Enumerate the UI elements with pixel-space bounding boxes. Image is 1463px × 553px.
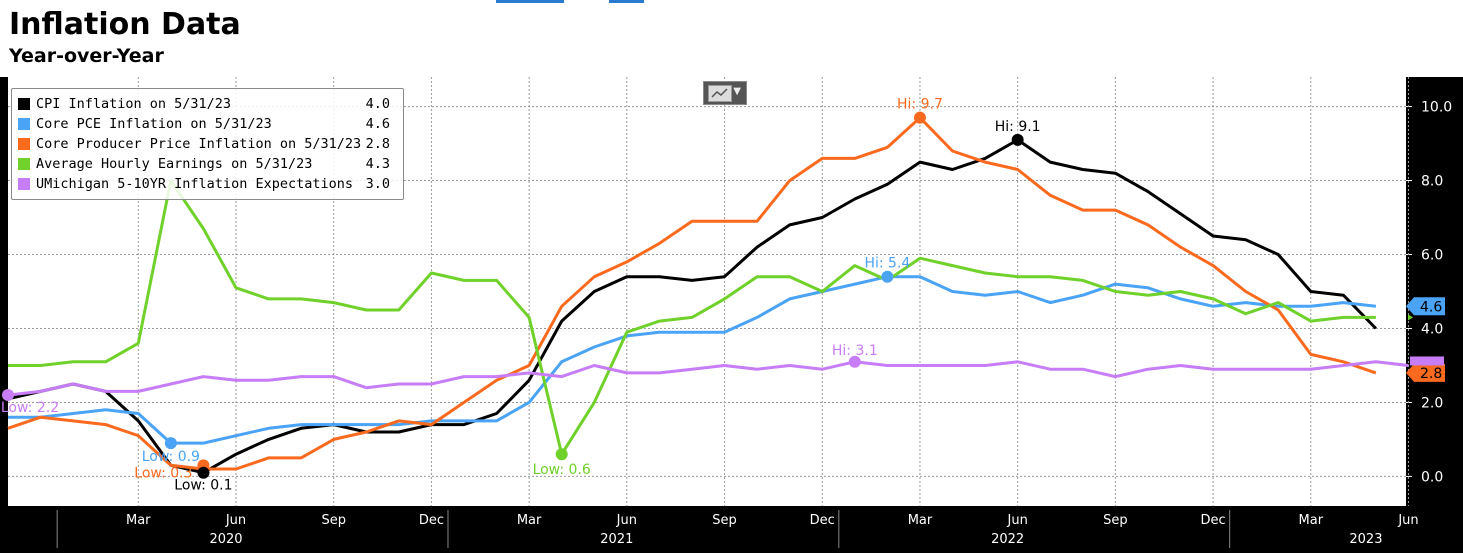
series-line-2 — [7, 116, 1377, 471]
year-label: 2022 — [991, 532, 1024, 547]
extreme-label: Low: 0.1 — [174, 478, 232, 494]
y-tick-label: 10.0 — [1421, 100, 1452, 116]
series-line-3 — [8, 179, 1376, 456]
legend-label: Core PCE Inflation on 5/31/23 — [36, 116, 272, 132]
year-label: 2020 — [209, 532, 242, 547]
x-tick-label: Dec — [419, 513, 444, 528]
legend-value: 4.3 — [365, 156, 390, 172]
value-tag — [1406, 363, 1445, 382]
series-line-0 — [7, 138, 1377, 475]
legend-swatch — [18, 138, 30, 150]
top-tab-marker — [496, 0, 564, 3]
legend-label: Average Hourly Earnings on 5/31/23 — [36, 156, 313, 172]
extreme-marker — [197, 466, 210, 479]
extreme-marker — [881, 270, 894, 283]
legend-label: CPI Inflation on 5/31/23 — [36, 96, 232, 112]
x-tick-label: Sep — [1103, 513, 1128, 528]
year-label: 2023 — [1349, 532, 1382, 547]
x-tick-label: Dec — [810, 513, 835, 528]
value-tag-label: 4.6 — [1420, 299, 1442, 315]
legend-value: 3.0 — [365, 176, 390, 192]
chart-title: Inflation Data — [9, 7, 241, 42]
legend-value: 4.0 — [365, 96, 390, 112]
extreme-marker — [555, 448, 568, 461]
hourly-earnings-tag-stub — [1408, 314, 1413, 321]
series-line-4 — [7, 360, 1409, 397]
value-tag — [1406, 297, 1445, 316]
legend-swatch — [18, 98, 30, 110]
x-tick-label: Mar — [908, 513, 933, 528]
x-tick-label: Mar — [517, 513, 542, 528]
x-tick-label: Sep — [712, 513, 737, 528]
legend-item-umich-expectations[interactable]: UMichigan 5-10YR Inflation Expectations … — [18, 175, 398, 193]
legend-swatch — [18, 118, 30, 130]
chevron-down-icon: ▼ — [733, 86, 741, 97]
year-label: 2021 — [600, 532, 633, 547]
extreme-label: Low: 0.6 — [533, 462, 591, 478]
y-tick-label: 8.0 — [1421, 174, 1443, 190]
x-tick-label: Jun — [1397, 513, 1418, 528]
extreme-label: Hi: 9.7 — [897, 97, 943, 113]
extreme-marker — [848, 355, 861, 368]
legend-label: UMichigan 5-10YR Inflation Expectations — [36, 176, 353, 192]
extreme-marker — [2, 389, 14, 402]
x-tick-label: Jun — [616, 513, 637, 528]
extreme-label: Low: 0.9 — [142, 449, 200, 465]
legend-value: 4.6 — [365, 116, 390, 132]
legend-item-core-ppi[interactable]: Core Producer Price Inflation on 5/31/23… — [18, 135, 398, 153]
x-tick-label: Mar — [1299, 513, 1324, 528]
x-tick-label: Mar — [126, 513, 151, 528]
legend-value: 2.8 — [365, 136, 390, 152]
x-tick-label: Sep — [321, 513, 346, 528]
y-tick-label: 2.0 — [1421, 395, 1443, 411]
extreme-label: Low: 0.3 — [134, 465, 192, 481]
extreme-label: Low: 2.2 — [1, 400, 59, 416]
extreme-marker — [913, 111, 926, 124]
bottom-x-axis — [0, 506, 1406, 553]
extreme-label: Hi: 3.1 — [832, 343, 878, 359]
legend-swatch — [18, 178, 30, 190]
y-tick-label: 4.0 — [1421, 321, 1443, 337]
chart-subtitle: Year-over-Year — [9, 45, 164, 67]
x-tick-label: Jun — [1007, 513, 1028, 528]
value-tag-label: 2.8 — [1420, 366, 1442, 382]
chart-type-button[interactable]: ▼ — [703, 81, 747, 105]
chart-legend[interactable]: CPI Inflation on 5/31/23 4.0 Core PCE In… — [11, 88, 404, 200]
extreme-label: Hi: 9.1 — [995, 119, 1041, 135]
y-tick-label: 0.0 — [1421, 469, 1443, 485]
extreme-marker — [1011, 133, 1024, 146]
umich-tag-stub — [1410, 356, 1444, 366]
left-axis-strip — [0, 77, 8, 506]
x-tick-label: Jun — [225, 513, 246, 528]
top-tab-marker — [609, 0, 644, 3]
extreme-label: Hi: 5.4 — [864, 256, 910, 272]
legend-swatch — [18, 158, 30, 170]
extreme-marker — [164, 437, 177, 450]
legend-item-hourly-earnings[interactable]: Average Hourly Earnings on 5/31/23 4.3 — [18, 155, 398, 173]
y-tick-label: 6.0 — [1421, 248, 1443, 264]
x-tick-label: Dec — [1201, 513, 1226, 528]
legend-label: Core Producer Price Inflation on 5/31/23 — [36, 136, 362, 152]
legend-item-cpi[interactable]: CPI Inflation on 5/31/23 4.0 — [18, 95, 398, 113]
line-chart-icon — [708, 85, 732, 102]
legend-item-core-pce[interactable]: Core PCE Inflation on 5/31/23 4.6 — [18, 115, 398, 133]
series-line-1 — [8, 275, 1377, 445]
